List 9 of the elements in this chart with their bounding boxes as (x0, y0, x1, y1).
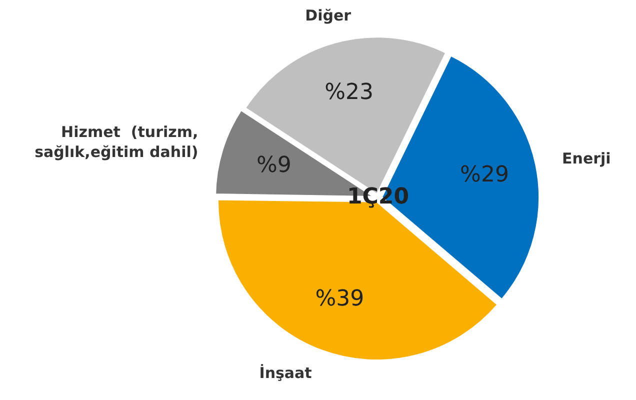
data-label: %9 (256, 152, 292, 178)
slice-label: İnşaat (259, 364, 312, 382)
slice-label: Hizmet (turizm, sağlık,eğitim dahil) (34, 122, 198, 161)
text: 1Ç20 (346, 184, 410, 210)
slice-label: Enerji (562, 149, 611, 168)
data-label: %39 (315, 286, 364, 312)
slice-label: Diğer (305, 6, 352, 25)
data-label: %29 (460, 162, 509, 188)
data-label: %23 (324, 80, 374, 105)
